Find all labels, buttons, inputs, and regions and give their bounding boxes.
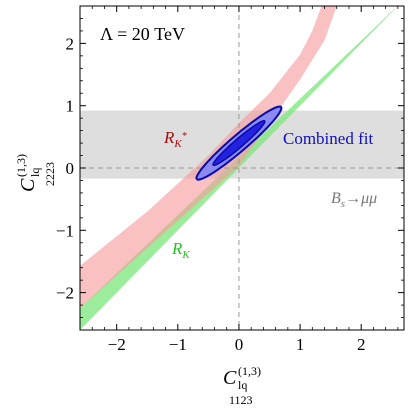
rk-label: RK — [171, 239, 190, 261]
svg-text:lq: lq — [238, 378, 247, 392]
plot-area — [80, 6, 404, 330]
x-tick-label: 0 — [235, 335, 244, 354]
svg-text:1123: 1123 — [229, 393, 253, 407]
svg-text:C: C — [223, 367, 237, 389]
x-tick-label: −2 — [108, 335, 126, 354]
svg-text:(1,3): (1,3) — [238, 364, 261, 378]
combined-fit-label: Combined fit — [283, 129, 373, 148]
svg-text:2223: 2223 — [43, 162, 57, 186]
y-tick-label: 0 — [66, 159, 75, 178]
rkstar-band — [80, 6, 337, 309]
y-tick-label: 2 — [66, 34, 75, 53]
bs-mumu-label: Bs→μμ — [331, 190, 377, 210]
x-tick-label: −1 — [169, 335, 187, 354]
x-axis-label: C (1,3) lq 1123 — [223, 364, 261, 407]
y-tick-label: 1 — [66, 97, 75, 116]
y-tick-label: −2 — [56, 284, 74, 303]
scale-label: Λ = 20 TeV — [100, 24, 185, 44]
svg-text:(1,3): (1,3) — [14, 154, 28, 177]
y-tick-label: −1 — [56, 221, 74, 240]
rkstar-label: RK* — [163, 128, 187, 150]
x-tick-label: 1 — [296, 335, 305, 354]
ticks: −2 −1 0 1 2 −2 −1 0 1 2 — [56, 5, 404, 354]
svg-text:C: C — [17, 178, 39, 192]
y-axis-label: C (1,3) lq 2223 — [14, 154, 57, 192]
svg-text:lq: lq — [28, 168, 42, 177]
x-tick-label: 2 — [357, 335, 366, 354]
combined-fit-1sigma — [212, 120, 266, 167]
